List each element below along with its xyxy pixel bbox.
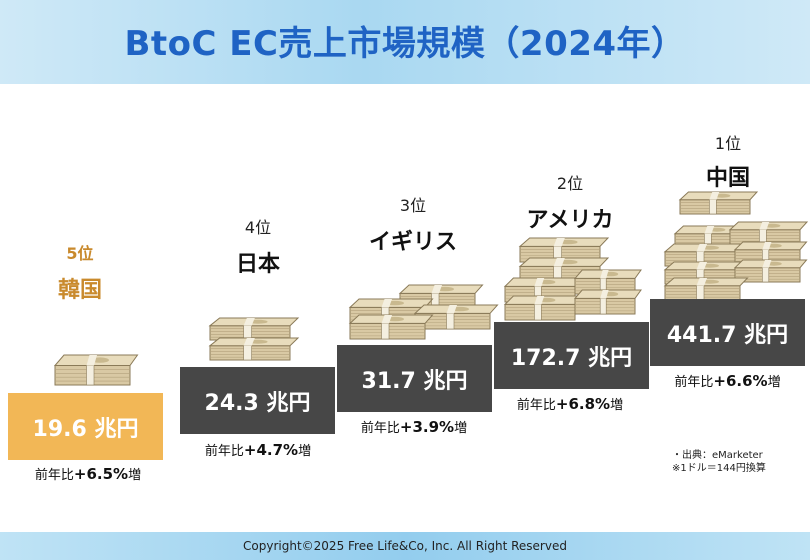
growth-label-usa: 前年比+6.8%増 bbox=[516, 395, 624, 413]
money-stack-korea bbox=[53, 354, 139, 386]
country-label-korea: 韓国 bbox=[57, 278, 102, 303]
rank-label-korea: 5位 bbox=[66, 244, 94, 263]
banknote-bundle bbox=[573, 289, 642, 315]
rank-label-usa: 2位 bbox=[556, 174, 584, 193]
value-box-uk: 31.7 兆円 bbox=[337, 345, 492, 412]
money-stack-uk bbox=[348, 284, 499, 340]
banknote-bundle bbox=[208, 337, 300, 361]
value-box-usa: 172.7 兆円 bbox=[494, 322, 649, 389]
source-note: ・出典：eMarketer ※1ドル＝144円換算 bbox=[672, 449, 792, 475]
rank-label-china: 1位 bbox=[714, 134, 742, 153]
title-banner: BtoC EC売上市場規模（2024年） bbox=[0, 0, 810, 84]
banknote-bundle bbox=[728, 221, 809, 245]
page-title: BtoC EC売上市場規模（2024年） bbox=[124, 24, 686, 64]
country-label-japan: 日本 bbox=[235, 252, 280, 277]
value-box-korea: 19.6 兆円 bbox=[8, 393, 163, 460]
exchange-rate-note: ※1ドル＝144円換算 bbox=[672, 463, 766, 474]
footer-banner: Copyright©2025 Free Life&Co, Inc. All Ri… bbox=[0, 532, 810, 560]
growth-label-korea: 前年比+6.5%増 bbox=[34, 465, 142, 483]
rank-label-japan: 4位 bbox=[244, 218, 272, 237]
banknote-bundle bbox=[663, 277, 749, 301]
growth-label-japan: 前年比+4.7%増 bbox=[204, 441, 312, 459]
copyright-text: Copyright©2025 Free Life&Co, Inc. All Ri… bbox=[243, 539, 567, 553]
country-label-uk: イギリス bbox=[368, 230, 457, 255]
banknote-bundle bbox=[208, 317, 300, 341]
banknote-bundle bbox=[678, 191, 759, 215]
banknote-bundle bbox=[503, 295, 584, 321]
growth-label-uk: 前年比+3.9%増 bbox=[360, 418, 468, 436]
money-stack-japan bbox=[208, 317, 300, 361]
money-stack-usa bbox=[503, 237, 642, 321]
banknote-bundle bbox=[733, 259, 808, 283]
rank-label-uk: 3位 bbox=[399, 196, 427, 215]
banknote-bundle bbox=[53, 354, 139, 386]
banknote-bundle bbox=[413, 304, 499, 330]
banknote-bundle bbox=[348, 314, 434, 340]
money-stack-china bbox=[663, 191, 809, 301]
country-label-usa: アメリカ bbox=[526, 208, 614, 233]
value-box-japan: 24.3 兆円 bbox=[180, 367, 335, 434]
growth-label-china: 前年比+6.6%増 bbox=[674, 372, 781, 390]
value-box-china: 441.7 兆円 bbox=[650, 299, 805, 366]
country-label-china: 中国 bbox=[705, 166, 750, 191]
source-note-line: ・出典：eMarketer bbox=[672, 450, 763, 461]
